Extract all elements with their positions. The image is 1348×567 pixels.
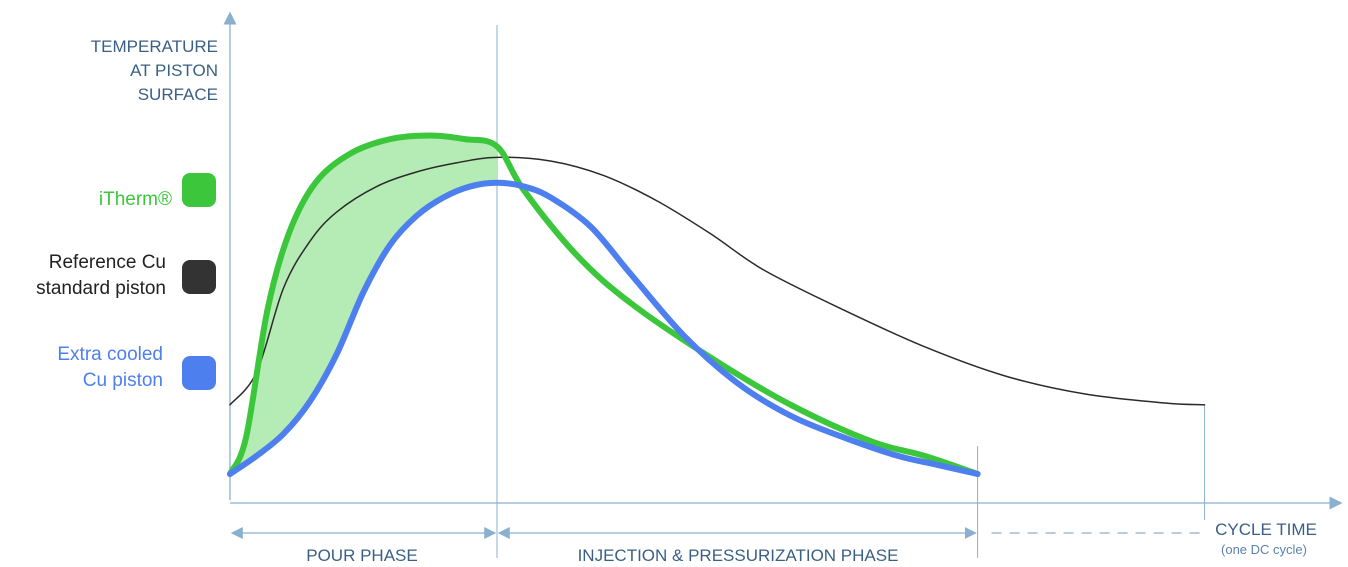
series-line-itherm	[227, 132, 981, 477]
series-line-extra-cooled	[227, 179, 981, 477]
legend-swatch-extra-cooled	[182, 356, 216, 390]
legend-label-extra-cooled-line-2: Cu piston	[83, 370, 163, 391]
x-axis-label-note: (one DC cycle)	[1221, 542, 1307, 557]
legend-label-reference-line-1: Reference Cu	[49, 252, 166, 273]
legend-swatch-reference	[182, 260, 216, 294]
phase-label-injection: INJECTION & PRESSURIZATION PHASE	[578, 546, 899, 565]
y-axis-label-line-2: AT PISTON	[130, 61, 218, 80]
y-axis-label-line-1: TEMPERATURE	[91, 37, 218, 56]
series-line-reference	[229, 156, 1206, 406]
phase-label-pour: POUR PHASE	[306, 546, 417, 565]
legend-label-extra-cooled-line-1: Extra cooled	[57, 344, 163, 365]
legend-swatch-itherm	[182, 173, 216, 207]
series-layer	[227, 132, 1206, 477]
guides-layer	[230, 25, 1206, 558]
legend-label-itherm: iTherm®	[99, 189, 172, 210]
x-axis-label: CYCLE TIME	[1215, 520, 1317, 539]
y-axis-label-line-3: SURFACE	[138, 85, 218, 104]
legend-label-reference-line-2: standard piston	[36, 278, 166, 299]
